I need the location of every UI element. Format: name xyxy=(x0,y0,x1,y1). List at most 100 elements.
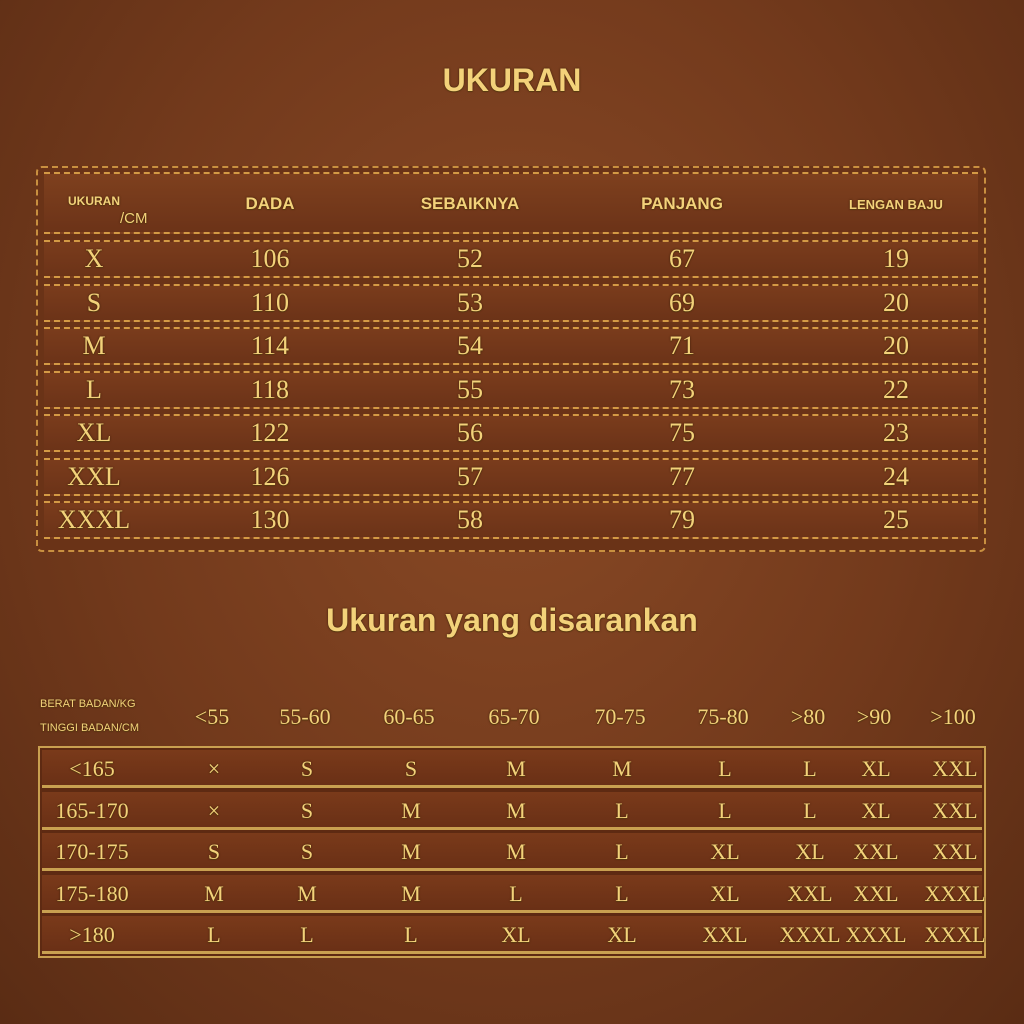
header-panjang: PANJANG xyxy=(641,194,723,213)
recommend-row: >180 L L L XL XL XXL XXXL XXXL XXXL xyxy=(42,916,986,954)
recommended-size: S xyxy=(207,839,221,864)
size-value: 75 xyxy=(669,418,695,447)
height-label: 175-180 xyxy=(55,880,129,906)
size-value: 56 xyxy=(457,418,483,447)
recommend-row: <165 × S S M M L L XL XXL xyxy=(42,750,982,788)
size-value: 79 xyxy=(669,505,695,534)
recommended-size: XL xyxy=(501,922,531,947)
size-label: X xyxy=(84,244,104,273)
recommended-size: × xyxy=(207,797,221,823)
recommended-size: XXL xyxy=(853,880,899,906)
size-label: M xyxy=(82,331,106,360)
corner-label-cm: /CM xyxy=(120,210,148,227)
height-label: <165 xyxy=(69,756,115,781)
recommended-size: M xyxy=(401,797,421,823)
recommended-size: L xyxy=(803,756,817,781)
recommended-size: M xyxy=(612,756,632,781)
size-label: XXXL xyxy=(57,505,131,534)
size-value: 58 xyxy=(457,505,483,534)
size-value: 52 xyxy=(457,244,483,273)
weight-header: >100 xyxy=(930,704,976,729)
recommend-row: 170-175 S S M M L XL XL XXL XXL xyxy=(42,833,982,871)
corner-label-height: TINGGI BADAN/CM xyxy=(40,722,140,734)
weight-header: <55 xyxy=(194,704,230,729)
recommended-size: S xyxy=(300,797,314,823)
weight-header: 60-65 xyxy=(383,704,435,729)
recommended-size: XXL xyxy=(932,756,978,781)
recommended-size: L xyxy=(509,880,523,906)
recommended-size: L xyxy=(803,797,817,823)
weight-header: >90 xyxy=(856,704,892,729)
recommended-size: XL xyxy=(710,839,740,864)
recommended-size: XXL xyxy=(853,839,899,864)
recommended-size: XL xyxy=(861,797,891,823)
recommended-size: XL xyxy=(710,880,740,906)
header-dada: DADA xyxy=(245,194,295,213)
size-value: 53 xyxy=(457,287,483,317)
recommended-size: L xyxy=(615,880,629,906)
size-value: 106 xyxy=(250,244,290,273)
size-row: X 106 52 67 19 xyxy=(44,240,978,278)
size-row: L 118 55 73 22 xyxy=(44,370,978,409)
recommended-size: XXL xyxy=(932,797,978,823)
size-row: S 110 53 69 20 xyxy=(44,283,978,322)
recommended-size: M xyxy=(401,839,421,864)
recommended-size: L xyxy=(615,839,629,864)
size-value: 19 xyxy=(883,244,909,273)
size-label: XL xyxy=(76,418,112,447)
recommend-title: Ukuran yang disarankan xyxy=(326,602,698,638)
recommended-size: L xyxy=(718,797,732,823)
recommend-row: 175-180 M M M L L XL XXL XXL XXXL xyxy=(42,874,986,913)
weight-header: 65-70 xyxy=(488,704,540,729)
recommended-size: XXL xyxy=(702,922,748,947)
weight-header: 70-75 xyxy=(594,704,646,729)
size-value: 69 xyxy=(669,287,695,317)
size-row: XXL 126 57 77 24 xyxy=(44,457,978,496)
header-sebaiknya: SEBAIKNYA xyxy=(420,194,520,213)
size-label: XXL xyxy=(67,461,121,491)
size-value: 20 xyxy=(883,287,909,317)
size-value: 126 xyxy=(250,461,290,491)
recommended-size: L xyxy=(615,797,629,823)
size-value: 71 xyxy=(669,331,695,360)
recommended-size: S xyxy=(300,756,314,781)
size-value: 22 xyxy=(883,374,909,404)
recommended-size: L xyxy=(404,922,418,947)
height-label: 170-175 xyxy=(55,839,129,864)
recommended-size: M xyxy=(506,797,526,823)
recommended-size: XXXL xyxy=(924,922,986,947)
recommend-row: 165-170 × S M M L L L XL XXL xyxy=(42,791,982,830)
size-value: 57 xyxy=(457,461,483,491)
recommended-size: XL xyxy=(861,756,891,781)
size-row: XL 122 56 75 23 xyxy=(44,414,978,452)
header-lengan-baju: LENGAN BAJU xyxy=(849,197,943,212)
size-value: 110 xyxy=(250,287,290,317)
size-value: 25 xyxy=(883,505,909,534)
recommended-size: XXL xyxy=(932,839,978,864)
recommended-size: S xyxy=(300,839,314,864)
size-value: 54 xyxy=(457,331,483,360)
size-value: 23 xyxy=(883,418,909,447)
size-value: 20 xyxy=(883,331,909,360)
recommended-size: L xyxy=(207,922,221,947)
weight-header: 75-80 xyxy=(697,704,749,729)
size-table-header: UKURAN /CM DADA SEBAIKNYA PANJANG LENGAN… xyxy=(44,172,978,234)
recommended-size: L xyxy=(300,922,314,947)
size-value: 77 xyxy=(669,461,695,491)
size-value: 118 xyxy=(250,374,290,404)
recommended-size: M xyxy=(401,880,421,906)
size-row: M 114 54 71 20 xyxy=(44,327,978,365)
recommended-size: × xyxy=(207,756,221,781)
recommend-table: <165 × S S M M L L XL XXL 165-170 × S M M L L L XL XXL 170-1… xyxy=(38,746,986,958)
weight-header: >80 xyxy=(790,704,826,729)
height-label: 165-170 xyxy=(55,797,129,823)
size-value: 114 xyxy=(250,331,290,360)
height-label: >180 xyxy=(69,922,115,947)
recommended-size: S xyxy=(404,756,418,781)
weight-header: 55-60 xyxy=(279,704,331,729)
recommended-size: L xyxy=(718,756,732,781)
recommended-size: M xyxy=(204,880,224,906)
recommended-size: M xyxy=(506,756,526,781)
size-value: 67 xyxy=(669,244,695,273)
size-value: 55 xyxy=(457,374,483,404)
